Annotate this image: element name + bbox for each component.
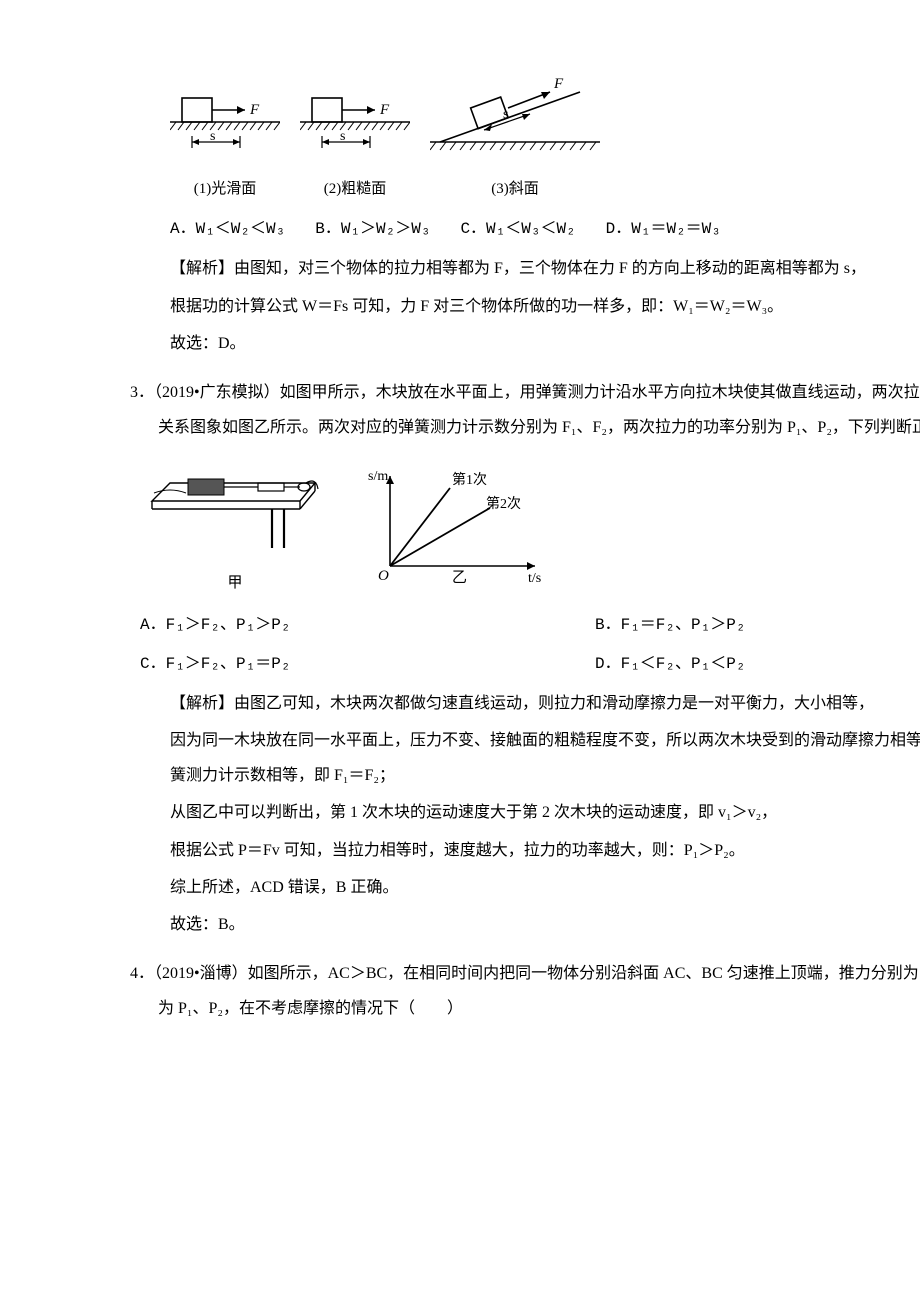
q2-optD: D．W₁＝W₂＝W₃ [606,212,721,247]
q3-optA: A．F₁＞F₂、P₁＞P₂ [140,606,595,645]
dist-label: s [210,129,215,144]
q2-fig2: F s (2)粗糙面 [300,90,410,206]
q2-fig1-caption: (1)光滑面 [170,173,280,206]
q3-optC: C．F₁＞F₂、P₁＝P₂ [140,645,595,684]
force-label: F [249,102,260,118]
q4-stem: 4．（2019•淄博）如图所示，AC＞BC，在相同时间内把同一物体分别沿斜面 A… [130,956,920,1026]
xlabel: t/s [528,571,541,586]
q2-fig2-caption: (2)粗糙面 [300,173,410,206]
q2-exp2: 根据功的计算公式 W＝Fs 可知，力 F 对三个物体所做的功一样多，即：W₁＝W… [130,289,920,324]
q3-options: A．F₁＞F₂、P₁＞P₂ B．F₁＝F₂、P₁＞P₂ C．F₁＞F₂、P₁＝P… [130,606,920,684]
smooth-surface-diagram: F s [170,90,280,160]
q3-exp1: 【解析】由图乙可知，木块两次都做匀速直线运动，则拉力和滑动摩擦力是一对平衡力，大… [130,686,920,721]
q3-exp2: 因为同一木块放在同一水平面上，压力不变、接触面的粗糙程度不变，所以两次木块受到的… [130,723,920,793]
q2-fig1: F s (1)光滑面 [170,90,280,206]
st-graph: s/m t/s O 第1次 第2次 乙 [360,466,550,586]
table-block-diagram [150,453,320,553]
ylabel: s/m [368,469,388,484]
origin: O [378,568,389,584]
q2-optC: C．W₁＜W₃＜W₂ [460,212,575,247]
q3-figures: 甲 s/m t/s O 第1次 第2次 乙 [130,453,920,599]
q2-exp3: 故选：D。 [130,326,920,361]
q3-optD: D．F₁＜F₂、P₁＜P₂ [595,645,920,684]
q3-fig-right: s/m t/s O 第1次 第2次 乙 [360,466,550,599]
q3-fig-right-caption: 乙 [452,570,467,586]
q3-fig-left: 甲 [150,453,320,599]
q2-figures: F s (1)光滑面 F [130,70,920,206]
q3-fig-left-caption: 甲 [150,567,320,600]
line2-label: 第2次 [486,495,521,512]
q3-exp4: 根据公式 P＝Fv 可知，当拉力相等时，速度越大，拉力的功率越大，则：P₁＞P₂… [130,833,920,868]
q3-exp5: 综上所述，ACD 错误，B 正确。 [130,870,920,905]
q2-options: A．W₁＜W₂＜W₃ B．W₁＞W₂＞W₃ C．W₁＜W₃＜W₂ D．W₁＝W₂… [130,212,920,247]
q3-optB: B．F₁＝F₂、P₁＞P₂ [595,606,920,645]
q2-fig3: F s (3)斜面 [430,70,600,206]
dist-label: s [340,129,345,144]
q3-stem: 3．（2019•广东模拟）如图甲所示，木块放在水平面上，用弹簧测力计沿水平方向拉… [130,375,920,445]
force-label: F [553,76,564,92]
q3-exp6: 故选：B。 [130,907,920,942]
line1-label: 第1次 [452,471,487,488]
q2-fig3-caption: (3)斜面 [430,173,600,206]
dist-label: s [503,107,508,122]
force-label: F [379,102,390,118]
q3-exp3: 从图乙中可以判断出，第 1 次木块的运动速度大于第 2 次木块的运动速度，即 v… [130,795,920,830]
incline-diagram: F s [430,70,600,160]
q2-optA: A．W₁＜W₂＜W₃ [170,212,285,247]
rough-surface-diagram: F s [300,90,410,160]
q2-exp1: 【解析】由图知，对三个物体的拉力相等都为 F，三个物体在力 F 的方向上移动的距… [130,251,920,286]
q2-optB: B．W₁＞W₂＞W₃ [315,212,430,247]
